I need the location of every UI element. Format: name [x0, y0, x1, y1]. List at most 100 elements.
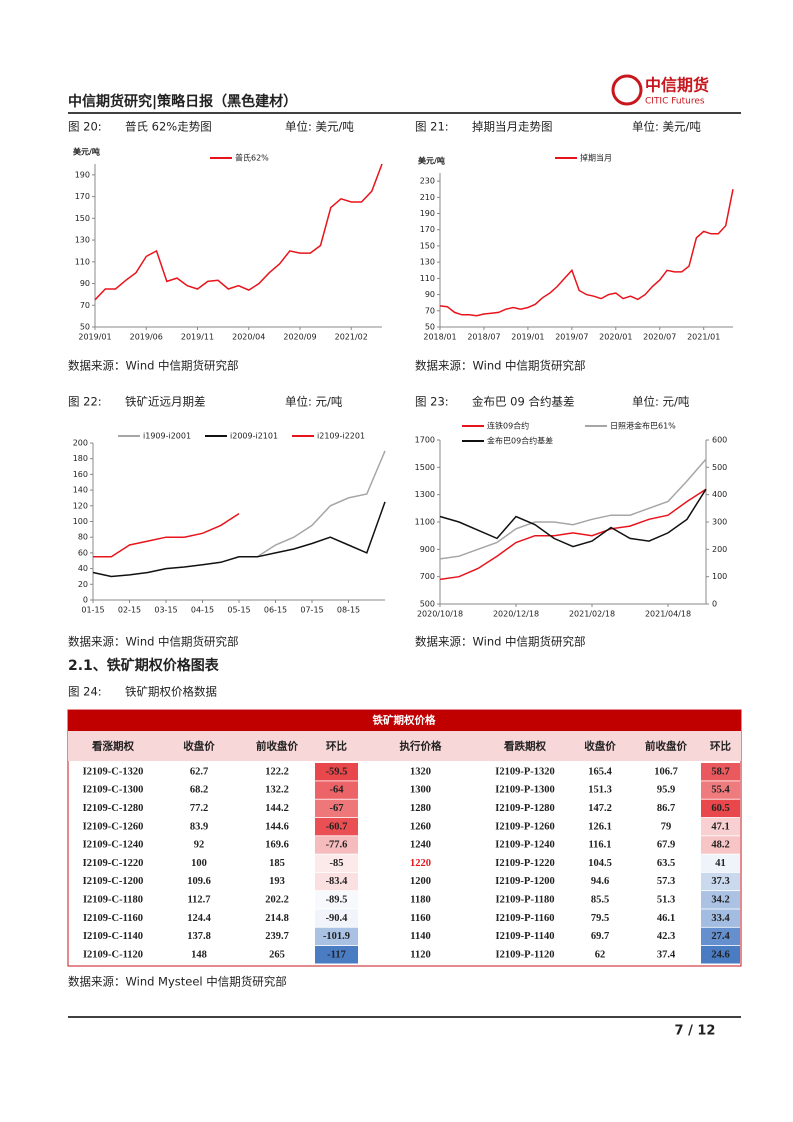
table-cell: 109.6	[187, 876, 211, 887]
caption: 铁矿近远月期差	[125, 395, 206, 409]
table-cell: 60.5	[711, 803, 729, 814]
table-cell: I2109-C-1120	[83, 949, 143, 960]
x-tick-label: 07-15	[300, 606, 323, 615]
table-cell: 1140	[410, 931, 430, 942]
table-cell: 116.1	[588, 840, 611, 851]
column-header: 环比	[326, 739, 347, 752]
table-cell: -64	[330, 785, 345, 796]
table-cell: 79.5	[591, 913, 609, 924]
x-tick-label: 2019/06	[130, 333, 163, 342]
table-cell: 92	[194, 840, 205, 851]
table-cell: 169.6	[265, 840, 289, 851]
series-line	[92, 501, 386, 578]
table-cell: I2109-P-1140	[496, 931, 555, 942]
y-tick-label: 180	[73, 454, 88, 463]
heat-cell	[701, 872, 740, 891]
y-axis-label: 美元/吨	[73, 147, 100, 157]
x-tick-label: 2021/02/18	[569, 610, 615, 619]
x-tick-label: 2020/12/18	[493, 610, 539, 619]
y-tick-label: 60	[78, 548, 88, 557]
y-tick-label: 70	[80, 301, 90, 310]
column-header: 前收盘价	[645, 739, 687, 752]
y-tick-label: 50	[425, 323, 435, 332]
table-cell: -117	[327, 949, 346, 960]
heat-cell	[315, 854, 358, 872]
logo-icon	[611, 74, 643, 106]
table-cell: 37.4	[657, 949, 676, 960]
x-tick-label: 2021/04/18	[645, 610, 691, 619]
y-tick-label: 500	[420, 600, 435, 609]
y-tick-label: 70	[425, 306, 435, 315]
table-cell: -77.6	[326, 840, 348, 851]
y-tick-label: 200	[73, 439, 88, 448]
x-tick-label: 06-15	[264, 606, 287, 615]
y-tick-label: 210	[420, 193, 435, 202]
y-tick-label: 150	[420, 241, 435, 250]
y-tick-label: 160	[73, 470, 88, 479]
table-cell: I2109-P-1220	[495, 858, 555, 869]
series-line	[439, 488, 707, 581]
source: 数据来源：Wind Mysteel 中信期货研究部	[68, 975, 287, 989]
y-tick-label: 140	[73, 486, 88, 495]
x-tick-label: 2020/01	[599, 333, 632, 342]
table-cell: 42.3	[657, 931, 675, 942]
y-tick-label: 20	[78, 580, 88, 589]
y-tick-label: 1300	[415, 490, 435, 499]
y2-tick-label: 200	[712, 545, 727, 554]
table-cell: 1240	[410, 840, 431, 851]
series-line	[94, 163, 383, 301]
column-header: 前收盘价	[256, 739, 298, 752]
legend-label: 普氏62%	[235, 153, 269, 163]
series-line	[93, 512, 240, 558]
y-tick-label: 130	[420, 258, 435, 267]
table-cell: 1160	[410, 913, 430, 924]
table-cell: -83.4	[326, 876, 349, 887]
y-axis-label: 美元/吨	[418, 156, 445, 166]
table-cell: I2109-C-1140	[83, 931, 143, 942]
table-cell: I2109-P-1200	[495, 876, 555, 887]
heat-cell	[315, 817, 358, 836]
x-tick-label: 08-15	[337, 606, 360, 615]
logo: 中信期货	[645, 76, 709, 95]
table-cell: 1220	[410, 858, 431, 869]
x-tick-label: 01-15	[81, 606, 104, 615]
table-cell: I2109-P-1320	[495, 766, 555, 777]
table-cell: 144.6	[265, 821, 289, 832]
table-cell: 1200	[410, 876, 431, 887]
table-cell: 151.3	[588, 785, 612, 796]
heat-cell	[701, 763, 740, 781]
table-cell: 1260	[410, 821, 431, 832]
table-cell: 85.5	[591, 895, 609, 906]
legend-label: 日照港金布巴61%	[610, 421, 676, 431]
legend-label: 金布巴09合约基差	[487, 436, 553, 446]
table-title-bg	[68, 710, 741, 731]
table-cell: -67	[330, 803, 344, 814]
y-tick-label: 190	[75, 170, 90, 179]
source: 数据来源：Wind 中信期货研究部	[68, 359, 239, 373]
table-cell: -85	[330, 858, 344, 869]
y-tick-label: 130	[75, 236, 90, 245]
heat-cell	[701, 817, 740, 836]
table-cell: 132.2	[265, 785, 289, 796]
table-cell: -59.5	[326, 766, 348, 777]
table-cell: 24.6	[711, 949, 729, 960]
table-cell: I2109-C-1300	[83, 785, 144, 796]
table-cell: I2109-P-1280	[495, 803, 555, 814]
series-line	[439, 458, 707, 560]
table-cell: 193	[269, 876, 285, 887]
y-tick-label: 700	[420, 572, 435, 581]
heat-cell	[315, 872, 358, 891]
y2-tick-label: 300	[712, 518, 727, 527]
table-cell: 51.3	[657, 895, 675, 906]
table-cell: I2109-P-1240	[495, 840, 555, 851]
table-cell: 37.3	[711, 876, 729, 887]
x-tick-label: 2020/09	[283, 333, 316, 342]
heat-cell	[315, 927, 358, 946]
table-cell: 148	[191, 949, 207, 960]
table-cell: 83.9	[190, 821, 208, 832]
y-tick-label: 170	[420, 225, 435, 234]
x-tick-label: 2019/01	[78, 333, 111, 342]
table-header-bg	[68, 731, 741, 761]
unit: 单位: 元/吨	[632, 395, 690, 409]
table-cell: 214.8	[265, 913, 289, 924]
